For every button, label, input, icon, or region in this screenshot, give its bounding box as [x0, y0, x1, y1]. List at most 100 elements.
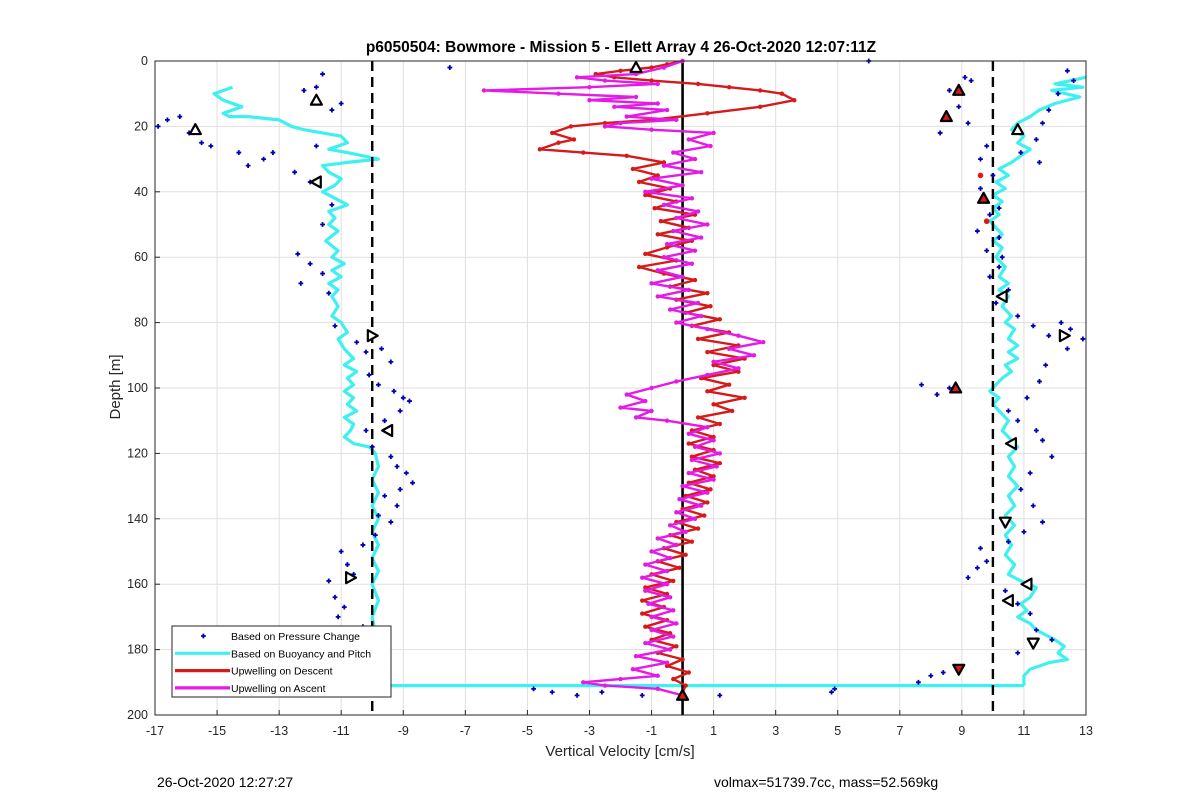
y-tick-label: 100: [127, 381, 148, 395]
ascent-point: [655, 536, 660, 541]
ascent-point: [692, 444, 698, 450]
pressure-point: [974, 228, 980, 234]
pressure-point: [326, 578, 332, 584]
pressure-point: [999, 254, 1005, 260]
descent-point: [618, 68, 623, 74]
ascent-point: [671, 150, 676, 155]
triangle-marker: [952, 83, 966, 96]
ascent-point: [711, 359, 716, 365]
pressure-point: [354, 339, 360, 345]
descent-point: [602, 120, 608, 126]
ascent-point: [655, 686, 660, 692]
pressure-point: [400, 395, 406, 401]
ascent-point: [649, 614, 654, 620]
ascent-point: [686, 137, 691, 142]
pressure-point: [1033, 627, 1039, 633]
descent-point: [643, 251, 648, 257]
descent-point: [652, 205, 657, 211]
pressure-point: [984, 248, 990, 254]
pressure-point: [388, 519, 394, 525]
pressure-point: [1046, 107, 1052, 113]
ascent-point: [587, 84, 592, 90]
pressure-point: [978, 545, 983, 551]
ascent-point: [655, 294, 660, 299]
descent-point: [649, 78, 654, 83]
tick-labels: -17 -15 -13 -11 -9 -7 -5 -3 -1 1 3 5 7 9 11 13020406080…: [127, 54, 1093, 738]
ascent-point: [686, 470, 691, 476]
descent-point: [643, 585, 648, 590]
pressure-point: [1037, 159, 1042, 165]
descent-point: [630, 166, 636, 172]
ascent-point: [602, 683, 608, 688]
ascent-point: [664, 660, 670, 665]
pressure-point: [369, 444, 375, 450]
ascent-point: [692, 516, 698, 521]
ascent-point: [726, 346, 732, 351]
ascent-point: [649, 385, 654, 391]
ascent-point: [689, 261, 695, 266]
pressure-point: [376, 513, 381, 518]
pressure-point: [332, 594, 338, 600]
pressure-point: [531, 686, 537, 692]
ascent-point: [649, 408, 654, 414]
triangle-marker: [995, 289, 1008, 304]
pressure-point: [394, 503, 400, 509]
chart-title: p6050504: Bowmore - Mission 5 - Ellett A…: [366, 39, 877, 56]
pressure-point: [947, 385, 952, 391]
ascent-point: [674, 320, 679, 325]
descent-point: [649, 65, 654, 70]
descent-point: [664, 663, 670, 669]
y-tick-label: 180: [127, 643, 148, 657]
pressure-point: [313, 84, 319, 90]
triangle-marker: [366, 329, 379, 343]
x-tick-label: -1: [646, 724, 657, 738]
pressure-point: [155, 124, 161, 129]
grid: [154, 60, 1087, 716]
pressure-point: [987, 274, 993, 280]
ascent-point: [674, 510, 679, 515]
pressure-point: [261, 156, 267, 162]
pressure-point: [345, 562, 350, 567]
triangle-marker: [1026, 637, 1040, 650]
descent-point: [711, 362, 716, 368]
pressure-point: [574, 692, 580, 698]
x-tick-label: -3: [584, 724, 595, 738]
pressure-point: [407, 398, 412, 404]
ascent-point: [674, 117, 679, 123]
buoyancy-pitch-line: [212, 85, 1024, 688]
triangle-marker: [949, 381, 963, 394]
pressure-point: [410, 480, 415, 486]
descent-point: [636, 264, 642, 270]
pressure-point: [360, 542, 366, 548]
pressure-point: [335, 614, 341, 620]
descent-point: [695, 81, 701, 87]
descent-point: [658, 219, 664, 224]
ascent-point: [624, 392, 629, 397]
descent-point: [708, 487, 713, 492]
ascent-point: [683, 529, 688, 535]
x-tick-label: -13: [270, 724, 288, 738]
descent-point: [640, 598, 645, 603]
axes-box: [154, 60, 1087, 716]
pressure-point: [1018, 150, 1024, 155]
footer-timestamp: 26-Oct-2020 12:27:27: [157, 774, 294, 790]
pressure-point: [978, 156, 983, 162]
ascent-point: [612, 104, 617, 109]
ascent-point: [736, 333, 741, 338]
buoyancy-pitch-line: [988, 75, 1087, 686]
pressure-point: [379, 346, 384, 352]
footer-stats: volmax=51739.7cc, mass=52.569kg: [714, 774, 939, 790]
pressure-point: [832, 686, 838, 692]
ascent-point: [643, 398, 648, 404]
descent-point: [686, 441, 691, 446]
x-tick-label: -9: [398, 724, 409, 738]
x-tick-label: 5: [834, 724, 841, 738]
pressure-point: [341, 604, 347, 610]
legend-box: [171, 625, 392, 698]
descent-point: [568, 124, 574, 129]
ascent-point: [624, 114, 629, 119]
triangle-marker: [675, 688, 690, 701]
pressure-point: [338, 549, 344, 554]
pressure-point: [599, 689, 605, 695]
